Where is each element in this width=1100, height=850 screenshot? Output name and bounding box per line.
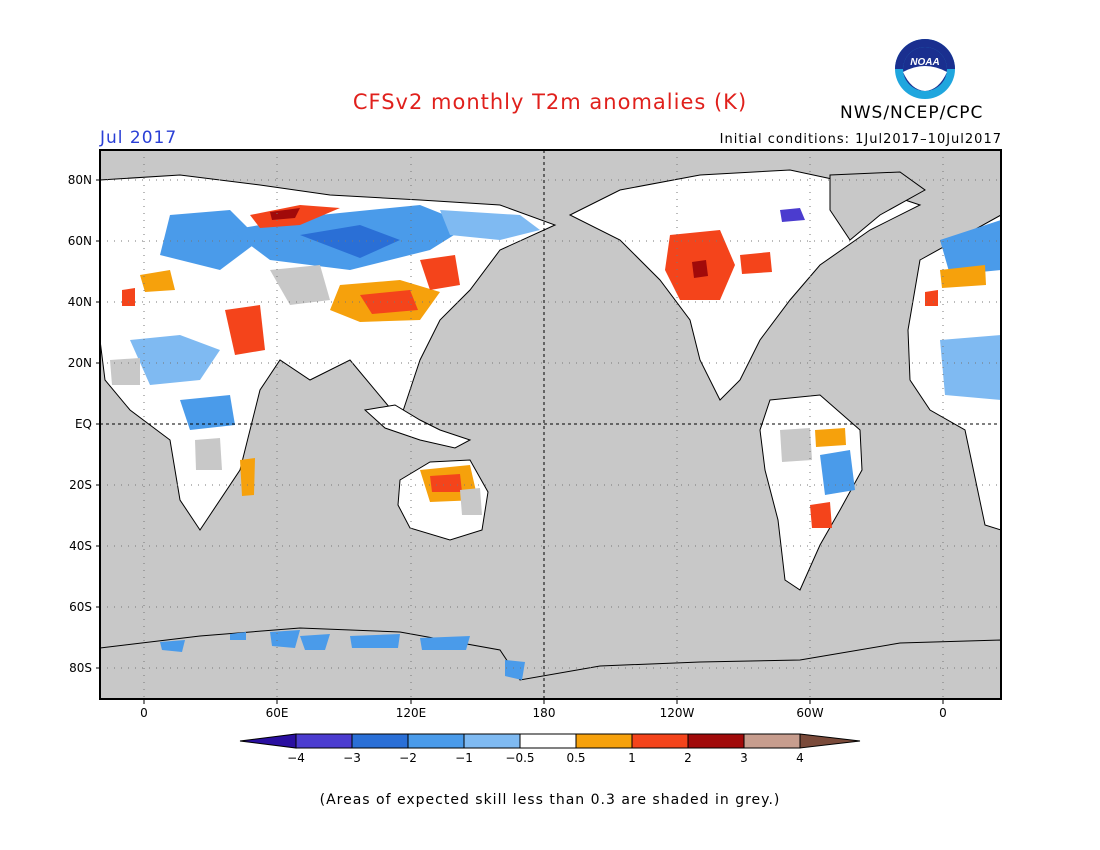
agency-label: NWS/NCEP/CPC (840, 103, 984, 123)
skill-footnote: (Areas of expected skill less than 0.3 a… (319, 792, 781, 808)
lon-label: 0 (140, 706, 148, 720)
lat-label: 40S (69, 539, 92, 553)
lat-label: EQ (74, 417, 92, 431)
land-and-anomalies (100, 169, 1001, 699)
lon-label: 0 (939, 706, 947, 720)
initial-conditions: Initial conditions: 1Jul2017–10Jul2017 (719, 132, 1002, 147)
map-title: CFSv2 monthly T2m anomalies (K) (352, 90, 748, 114)
noaa-logo: NOAA (895, 39, 955, 99)
lat-label: 60S (69, 600, 92, 614)
colorbar-label: −4 (287, 751, 305, 765)
colorbar (239, 733, 861, 749)
forecast-month: Jul 2017 (100, 128, 178, 148)
lat-label: 20S (69, 478, 92, 492)
colorbar-label: −2 (399, 751, 417, 765)
colorbar-label: 3 (740, 751, 748, 765)
colorbar-upper-arrow (799, 733, 861, 749)
lon-label: 60E (265, 706, 289, 720)
lat-label: 80N (67, 173, 92, 187)
lon-label: 180 (532, 706, 556, 720)
colorbar-label: 4 (796, 751, 804, 765)
lat-label: 80S (69, 661, 92, 675)
colorbar-label: −0.5 (505, 751, 535, 765)
colorbar-label: 1 (628, 751, 636, 765)
noaa-logo-text: NOAA (910, 57, 939, 68)
colorbar-label: 2 (684, 751, 692, 765)
colorbar-label: 0.5 (566, 751, 586, 765)
lon-label: 120E (395, 706, 427, 720)
map-gridlines (100, 150, 1001, 699)
lat-label: 20N (67, 356, 92, 370)
map-reference-lines (100, 150, 1001, 699)
colorbar-label: −3 (343, 751, 361, 765)
lat-label: 40N (67, 295, 92, 309)
lon-label: 120W (659, 706, 695, 720)
colorbar-label: −1 (455, 751, 473, 765)
lat-label: 60N (67, 234, 92, 248)
colorbar-lower-arrow (239, 733, 297, 749)
lon-label: 60W (796, 706, 824, 720)
axis-ticks (96, 179, 944, 704)
